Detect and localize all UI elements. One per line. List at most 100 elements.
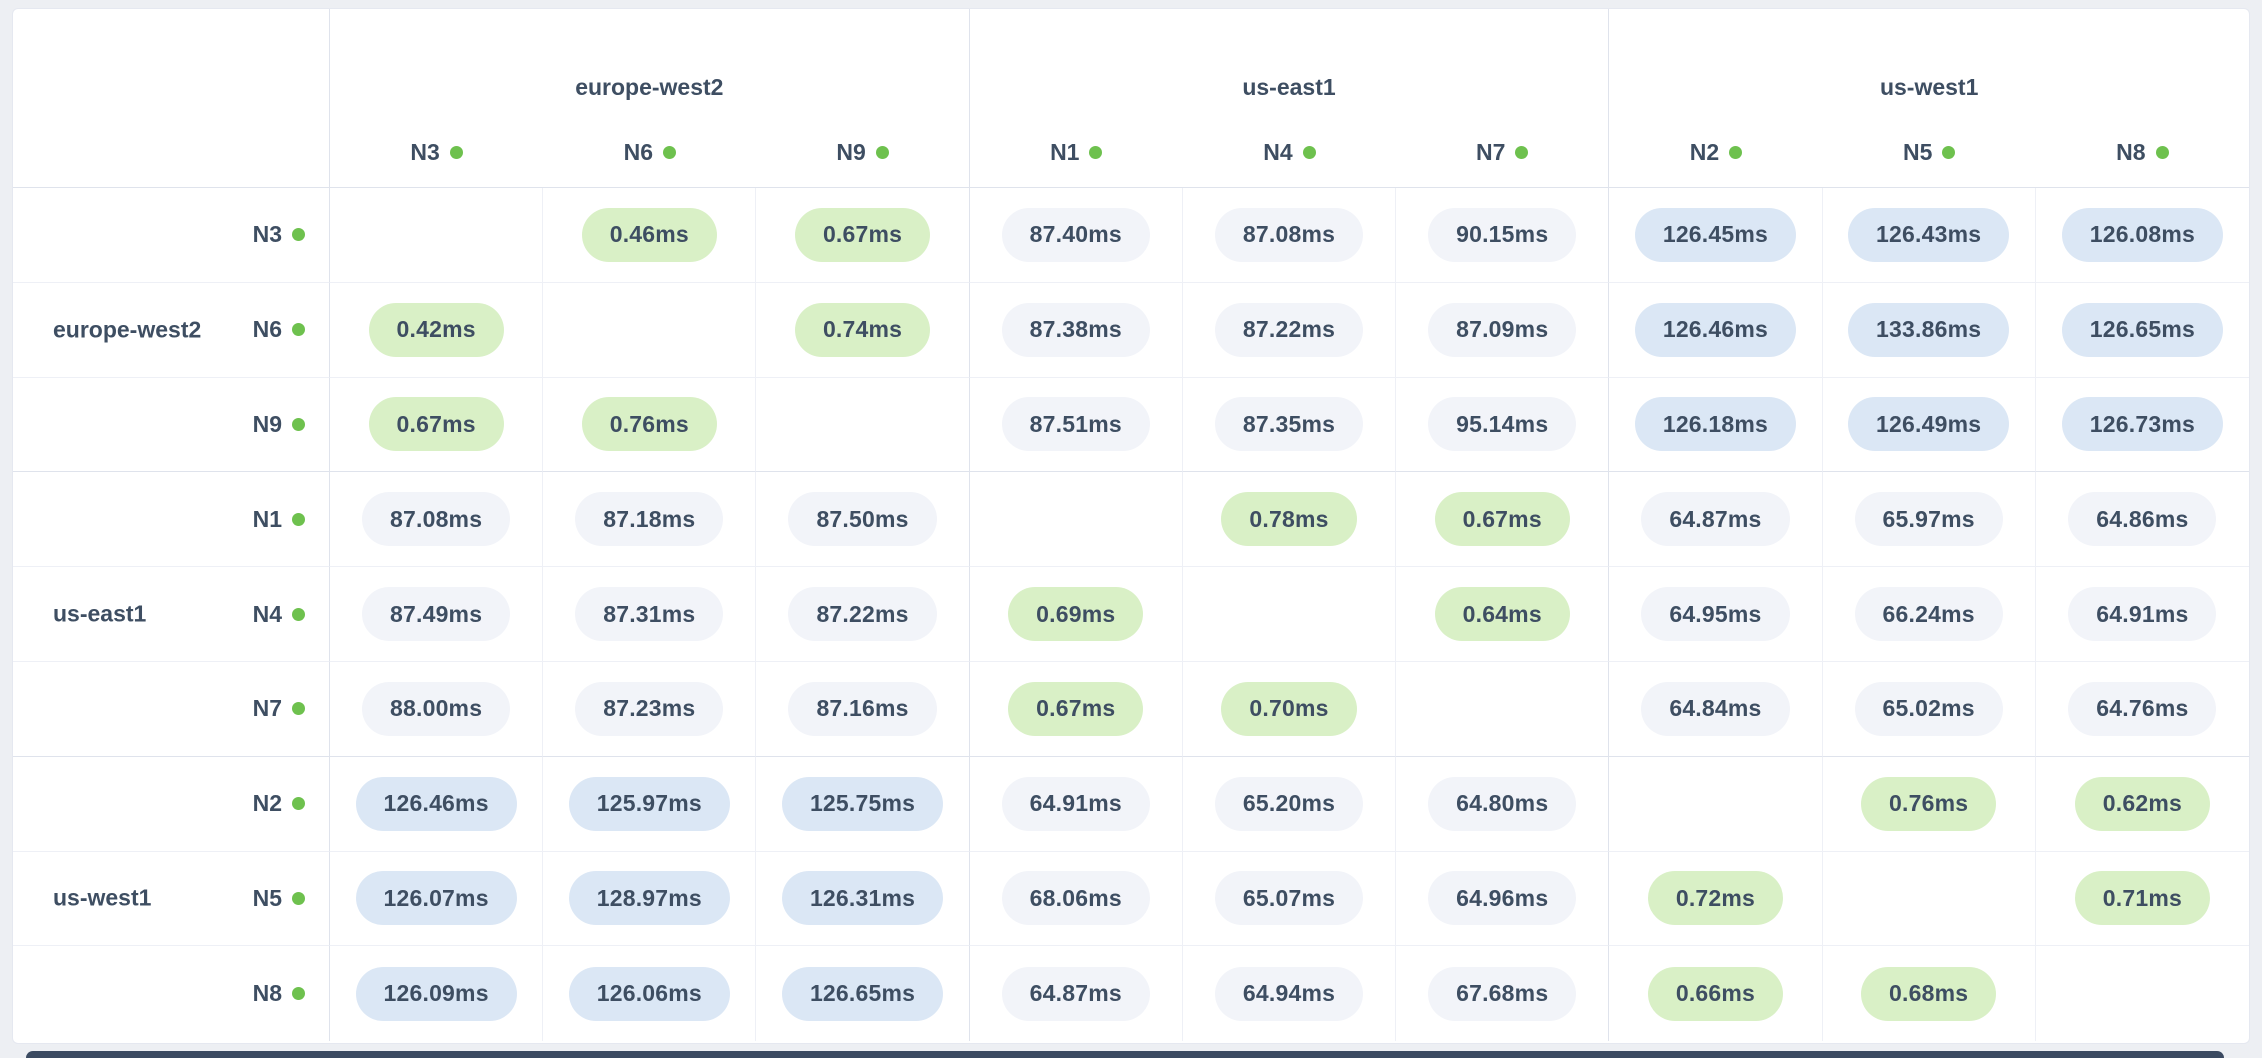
latency-pill: 126.49ms (1848, 397, 2010, 452)
latency-pill: 64.95ms (1641, 587, 1790, 642)
cell-n1-n9: 87.50ms (756, 472, 970, 568)
cell-n5-n2: 0.72ms (1609, 851, 1823, 947)
latency-pill: 126.46ms (355, 776, 517, 831)
latency-pill: 87.51ms (1001, 397, 1150, 452)
column-header-n9-label: N9 (836, 138, 866, 165)
matrix-corner-cell (13, 9, 330, 188)
latency-pill: 126.07ms (355, 871, 517, 926)
column-header-n3-label: N3 (410, 138, 440, 165)
status-dot-icon (292, 417, 305, 431)
cell-n4-n6: 87.31ms (543, 567, 757, 662)
cell-n3-n1: 87.40ms (969, 188, 1183, 283)
cell-n8-n4: 64.94ms (1183, 946, 1397, 1042)
latency-pill: 0.69ms (1008, 587, 1144, 642)
cell-n7-n4: 0.70ms (1182, 661, 1397, 757)
status-dot-icon (1942, 145, 1956, 159)
latency-pill: 0.42ms (368, 302, 504, 357)
latency-pill: 0.68ms (1861, 966, 1997, 1021)
latency-pill: 87.08ms (1214, 207, 1364, 262)
latency-pill: 87.38ms (1001, 302, 1150, 357)
cell-n6-n2: 126.46ms (1609, 282, 1823, 378)
latency-pill: 128.97ms (568, 871, 730, 926)
cell-n1-n2: 64.87ms (1609, 472, 1823, 568)
column-group-us-east1-label: us-east1 (1242, 74, 1336, 100)
cell-n2-n6: 125.97ms (543, 756, 757, 852)
cell-n9-n6: 0.76ms (543, 377, 757, 473)
latency-pill: 65.97ms (1854, 492, 2003, 547)
column-header-n9: N9 (756, 117, 970, 188)
latency-pill: 87.23ms (575, 681, 724, 736)
row-node-label: N4 (252, 600, 282, 627)
cell-n1-n4: 0.78ms (1182, 472, 1397, 568)
row-label-n7: N7 (13, 661, 330, 757)
latency-pill: 90.15ms (1428, 207, 1577, 262)
row-node-label: N3 (252, 221, 282, 248)
cell-n7-n8: 64.76ms (2035, 662, 2249, 757)
status-dot-icon (292, 891, 305, 905)
cell-n2-n2 (1609, 756, 1823, 852)
row-node-label: N2 (252, 790, 282, 817)
latency-pill: 87.50ms (788, 492, 937, 547)
column-header-n7-label: N7 (1476, 138, 1506, 165)
latency-pill: 64.76ms (2068, 681, 2217, 736)
cell-n6-n1: 87.38ms (969, 282, 1183, 378)
status-dot-icon (1089, 145, 1103, 159)
cell-n7-n5: 65.02ms (1822, 661, 2036, 757)
latency-pill: 64.80ms (1428, 776, 1577, 831)
column-header-n5: N5 (1822, 117, 2036, 188)
latency-pill: 64.87ms (1001, 966, 1150, 1021)
column-header-n4: N4 (1182, 117, 1397, 188)
cell-n6-n6 (543, 282, 757, 378)
latency-pill: 0.72ms (1647, 871, 1784, 926)
cell-n4-n4 (1182, 567, 1397, 662)
cell-n9-n8: 126.73ms (2035, 378, 2249, 473)
cell-n2-n3: 126.46ms (330, 756, 544, 852)
status-dot-icon (292, 987, 305, 1001)
cell-n2-n7: 64.80ms (1396, 756, 1610, 852)
cell-n3-n2: 126.45ms (1609, 188, 1823, 283)
cell-n5-n4: 65.07ms (1182, 851, 1397, 947)
latency-pill: 126.65ms (781, 966, 944, 1021)
latency-pill: 65.02ms (1854, 681, 2003, 736)
latency-pill: 0.76ms (1861, 776, 1997, 831)
cell-n9-n7: 95.14ms (1396, 377, 1610, 473)
cell-n3-n6: 0.46ms (543, 188, 757, 283)
latency-pill: 0.64ms (1434, 587, 1570, 642)
row-label-n6: europe-west2 N6 (13, 282, 330, 378)
latency-pill: 126.46ms (1634, 302, 1797, 357)
cell-n5-n7: 64.96ms (1396, 851, 1610, 947)
column-header-n6-label: N6 (623, 138, 654, 165)
column-header-n6: N6 (543, 117, 757, 188)
latency-pill: 0.66ms (1647, 966, 1784, 1021)
column-header-n1: N1 (969, 117, 1183, 188)
row-node-label: N5 (252, 884, 282, 911)
latency-pill: 64.94ms (1214, 966, 1364, 1021)
cell-n1-n7: 0.67ms (1396, 472, 1610, 568)
column-header-n5-label: N5 (1902, 138, 1933, 165)
column-header-n1-label: N1 (1050, 138, 1080, 165)
cell-n6-n4: 87.22ms (1182, 282, 1397, 378)
latency-pill: 126.73ms (2061, 397, 2223, 452)
row-label-n8: N8 (13, 946, 330, 1042)
cell-n5-n8: 0.71ms (2035, 852, 2249, 947)
row-node-label: N7 (252, 695, 282, 722)
latency-pill: 87.31ms (575, 587, 724, 642)
latency-pill: 95.14ms (1428, 397, 1577, 452)
latency-pill: 0.67ms (1008, 681, 1144, 736)
row-label-n3: N3 (13, 188, 330, 283)
latency-pill: 65.07ms (1214, 871, 1364, 926)
cell-n5-n9: 126.31ms (756, 851, 970, 947)
latency-pill: 64.87ms (1641, 492, 1790, 547)
cell-n6-n9: 0.74ms (756, 282, 970, 378)
latency-pill: 87.49ms (362, 587, 511, 642)
column-header-n2-label: N2 (1689, 138, 1720, 165)
latency-pill: 0.46ms (581, 207, 717, 262)
latency-pill: 126.31ms (781, 871, 944, 926)
status-dot-icon (2155, 145, 2169, 159)
column-group-europe-west2-label: europe-west2 (575, 74, 724, 100)
status-dot-icon (292, 228, 305, 242)
cell-n4-n3: 87.49ms (330, 567, 544, 662)
latency-pill: 0.70ms (1221, 681, 1357, 736)
cell-n7-n7 (1396, 661, 1610, 757)
latency-pill: 67.68ms (1428, 966, 1577, 1021)
